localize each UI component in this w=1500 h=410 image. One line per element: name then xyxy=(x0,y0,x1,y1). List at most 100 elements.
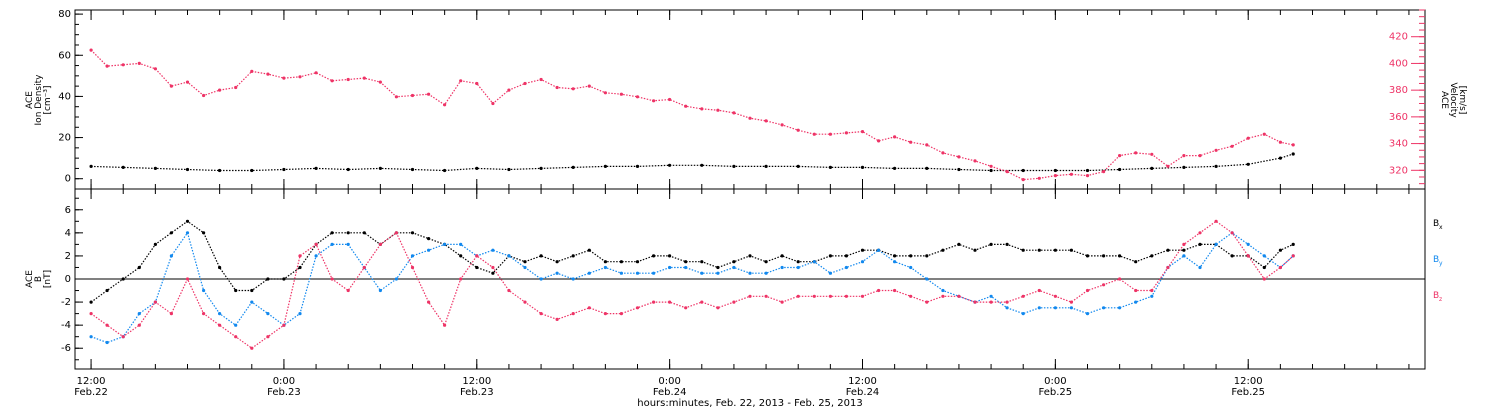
bottom-panel-marks: -6 -4 -2 0 2 4 6 xyxy=(61,197,1425,361)
bx-point xyxy=(732,260,736,264)
velocity-point xyxy=(1005,170,1009,174)
field-y-tick-label: -6 xyxy=(61,343,71,354)
by-point xyxy=(394,277,398,281)
velocity-point xyxy=(812,132,816,136)
velocity-point xyxy=(539,77,543,82)
by-point xyxy=(828,271,833,275)
bx-point xyxy=(234,288,238,293)
velocity-point xyxy=(941,151,945,155)
bz-point xyxy=(362,265,366,270)
velocity-point xyxy=(314,71,318,75)
bx-point xyxy=(941,248,945,252)
bx-point xyxy=(1291,242,1295,246)
density-y-tick-label: 40 xyxy=(58,91,71,102)
by-point xyxy=(314,254,318,258)
bz-point xyxy=(748,294,752,298)
bz-point xyxy=(314,242,318,246)
bx-point xyxy=(1021,248,1025,252)
velocity-point xyxy=(218,88,222,92)
bz-point xyxy=(1182,242,1186,246)
bz-point xyxy=(1085,288,1090,293)
velocity-point xyxy=(732,111,736,115)
bx-point xyxy=(218,265,222,270)
velocity-point xyxy=(716,108,720,112)
bx-point xyxy=(410,231,415,235)
bx-series-line xyxy=(90,220,1294,303)
density-point xyxy=(700,163,704,167)
by-point xyxy=(410,254,415,258)
velocity-point xyxy=(1053,174,1057,178)
bz-point xyxy=(684,306,688,310)
field-axis-label: ACE B [nT] xyxy=(25,270,53,288)
field-axis-label-line-1: ACE xyxy=(25,270,35,288)
bx-point xyxy=(185,219,190,223)
by-point xyxy=(925,277,929,281)
bz-point xyxy=(298,254,302,258)
by-point xyxy=(796,265,800,270)
by-point xyxy=(1037,306,1041,310)
bz-point xyxy=(587,306,591,310)
x-tick-label-time: 0:00 xyxy=(658,376,680,387)
velocity-point xyxy=(587,84,591,88)
x-tick-label-date: Feb.23 xyxy=(267,387,301,398)
density-axis-label-line-2: Ion Density xyxy=(34,74,44,126)
bz-point xyxy=(394,231,398,235)
bz-point xyxy=(346,288,350,293)
field-y-tick-label: 2 xyxy=(65,251,71,262)
bx-point xyxy=(957,242,961,246)
density-point xyxy=(1085,168,1090,173)
bz-point xyxy=(668,300,672,304)
velocity-axis-label-line-3: [km/s] xyxy=(1457,86,1467,115)
bx-point xyxy=(1053,248,1057,252)
density-point xyxy=(410,167,415,172)
by-point xyxy=(635,271,640,275)
bx-point xyxy=(153,242,157,246)
x-tick-label-time: 12:00 xyxy=(77,376,106,387)
by-point xyxy=(523,265,527,270)
bz-point xyxy=(716,306,720,310)
bz-point xyxy=(764,294,768,298)
bz-point xyxy=(137,323,141,327)
bz-point xyxy=(89,312,93,316)
density-axis-label-line-3: [cm⁻³] xyxy=(43,85,53,114)
bx-point xyxy=(780,254,784,258)
density-point xyxy=(1182,165,1186,169)
x-tick-label-date: Feb.24 xyxy=(653,387,687,398)
by-point xyxy=(539,277,543,281)
velocity-point xyxy=(459,79,463,83)
velocity-point xyxy=(443,103,447,107)
bz-series-line xyxy=(90,220,1294,349)
bz-point xyxy=(1246,254,1250,258)
velocity-point xyxy=(1291,143,1295,147)
density-series-line xyxy=(91,153,1294,172)
by-point xyxy=(443,242,447,246)
by-point xyxy=(1246,242,1250,246)
bz-point xyxy=(812,294,816,298)
bx-point xyxy=(105,288,109,293)
bz-point xyxy=(330,277,334,281)
velocity-point xyxy=(796,128,800,132)
bx-point xyxy=(1278,248,1282,252)
density-point xyxy=(603,164,608,168)
density-point xyxy=(1150,166,1154,170)
density-point xyxy=(475,166,479,170)
bz-point xyxy=(202,312,206,316)
x-tick-label-date: Feb.22 xyxy=(74,387,108,398)
velocity-point xyxy=(137,61,141,65)
bx-point xyxy=(973,248,977,252)
by-point xyxy=(105,340,109,345)
by-point xyxy=(909,265,913,270)
x-tick-label-date: Feb.23 xyxy=(460,387,494,398)
bz-point xyxy=(1230,231,1234,235)
bx-point xyxy=(298,265,302,270)
by-point xyxy=(1182,254,1186,258)
by-point xyxy=(491,248,495,252)
density-point xyxy=(1278,156,1282,160)
by-point xyxy=(298,312,302,316)
velocity-point xyxy=(989,164,993,168)
bx-point xyxy=(121,277,125,281)
bx-point xyxy=(893,254,897,258)
bx-point xyxy=(668,254,672,258)
bx-point xyxy=(764,260,768,264)
density-point xyxy=(314,166,318,170)
